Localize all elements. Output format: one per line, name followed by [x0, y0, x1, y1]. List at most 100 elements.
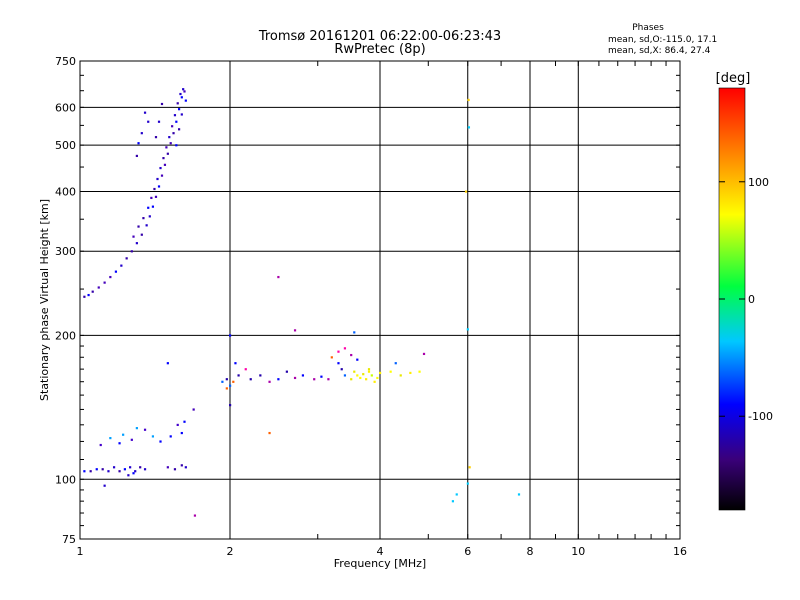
data-point	[277, 378, 280, 381]
data-point	[103, 484, 106, 487]
data-point	[142, 217, 145, 220]
data-point	[301, 374, 305, 377]
data-point	[175, 144, 178, 147]
data-point	[193, 514, 197, 517]
data-point	[95, 468, 98, 471]
data-point	[182, 88, 185, 91]
data-point	[159, 440, 162, 443]
data-point	[143, 111, 147, 114]
data-point	[244, 368, 247, 371]
data-point	[151, 435, 155, 438]
y-axis-ticks: 75 100 200 300 400 500 600 750	[55, 55, 680, 546]
data-point	[268, 380, 271, 383]
y-tick-label: 500	[55, 139, 76, 152]
data-point	[112, 466, 116, 469]
chart-subtitle: RwPretec (8p)	[334, 42, 425, 57]
data-point	[225, 387, 228, 390]
data-point	[162, 157, 165, 160]
x-tick-label: 10	[571, 545, 585, 558]
colorbar-ticks: -100 0 100	[719, 176, 773, 423]
data-point	[467, 98, 470, 102]
data-point	[221, 380, 224, 383]
data-point	[451, 500, 455, 503]
phases-info: Phases mean, sd,O:-115.0, 17.1 mean, sd,…	[608, 23, 717, 56]
data-point	[140, 132, 143, 135]
data-point	[356, 358, 359, 361]
data-point	[118, 442, 121, 445]
data-point	[180, 96, 183, 99]
data-point	[118, 470, 121, 473]
data-point	[97, 286, 100, 289]
data-point	[183, 90, 186, 93]
colorbar: [deg] -100 0 100	[716, 71, 773, 511]
data-point	[409, 371, 412, 375]
data-point	[150, 196, 153, 200]
data-point	[172, 132, 175, 135]
data-point	[143, 428, 147, 431]
data-point	[177, 128, 181, 131]
data-point	[135, 154, 138, 158]
data-point	[135, 427, 138, 430]
data-point	[166, 152, 169, 155]
data-point	[468, 466, 471, 469]
y-axis-label: Stationary phase Virtual Height [km]	[38, 199, 51, 401]
data-point	[145, 224, 148, 227]
data-point	[135, 242, 138, 245]
data-point	[156, 177, 159, 181]
x-tick-label: 2	[227, 545, 234, 558]
y-tick-label: 750	[55, 55, 76, 68]
data-point	[151, 205, 155, 208]
data-point	[180, 464, 183, 467]
data-point	[169, 435, 172, 438]
x-tick-label: 6	[464, 545, 471, 558]
data-point	[157, 185, 161, 188]
data-point	[353, 370, 356, 373]
data-point	[330, 356, 333, 359]
data-point	[379, 371, 382, 375]
data-point	[163, 163, 167, 166]
data-point	[183, 420, 186, 423]
data-point	[229, 404, 232, 407]
data-points	[83, 88, 521, 517]
data-point	[132, 472, 135, 475]
data-point	[165, 146, 168, 149]
data-point	[171, 125, 174, 128]
plot-grid	[80, 61, 680, 539]
data-point	[143, 468, 147, 471]
data-point	[139, 466, 142, 469]
data-point	[130, 250, 133, 253]
data-point	[350, 378, 353, 381]
data-point	[418, 370, 421, 373]
phases-title: Phases	[632, 23, 664, 33]
data-point	[129, 466, 132, 469]
data-point	[157, 120, 161, 123]
y-tick-label: 600	[55, 101, 76, 114]
data-point	[184, 99, 187, 102]
y-tick-label: 100	[55, 473, 76, 486]
data-point	[109, 436, 112, 440]
data-point	[389, 370, 392, 373]
y-tick-label: 200	[55, 329, 76, 342]
data-point	[259, 374, 262, 377]
data-point	[466, 328, 469, 331]
data-point	[103, 281, 106, 284]
data-point	[107, 470, 110, 473]
data-point	[137, 142, 140, 145]
data-point	[137, 225, 140, 228]
data-point	[176, 102, 179, 105]
data-point	[367, 370, 371, 373]
data-point	[89, 470, 92, 473]
data-point	[225, 378, 228, 381]
data-point	[159, 166, 162, 170]
data-point	[343, 374, 347, 377]
data-point	[147, 206, 150, 209]
data-point	[234, 362, 237, 365]
data-point	[154, 136, 158, 139]
data-point	[125, 257, 128, 260]
colorbar-label: [deg]	[716, 71, 751, 86]
data-point	[337, 362, 340, 365]
data-point	[356, 374, 359, 377]
data-point	[376, 376, 379, 380]
data-point	[320, 375, 323, 378]
data-point	[422, 352, 426, 356]
